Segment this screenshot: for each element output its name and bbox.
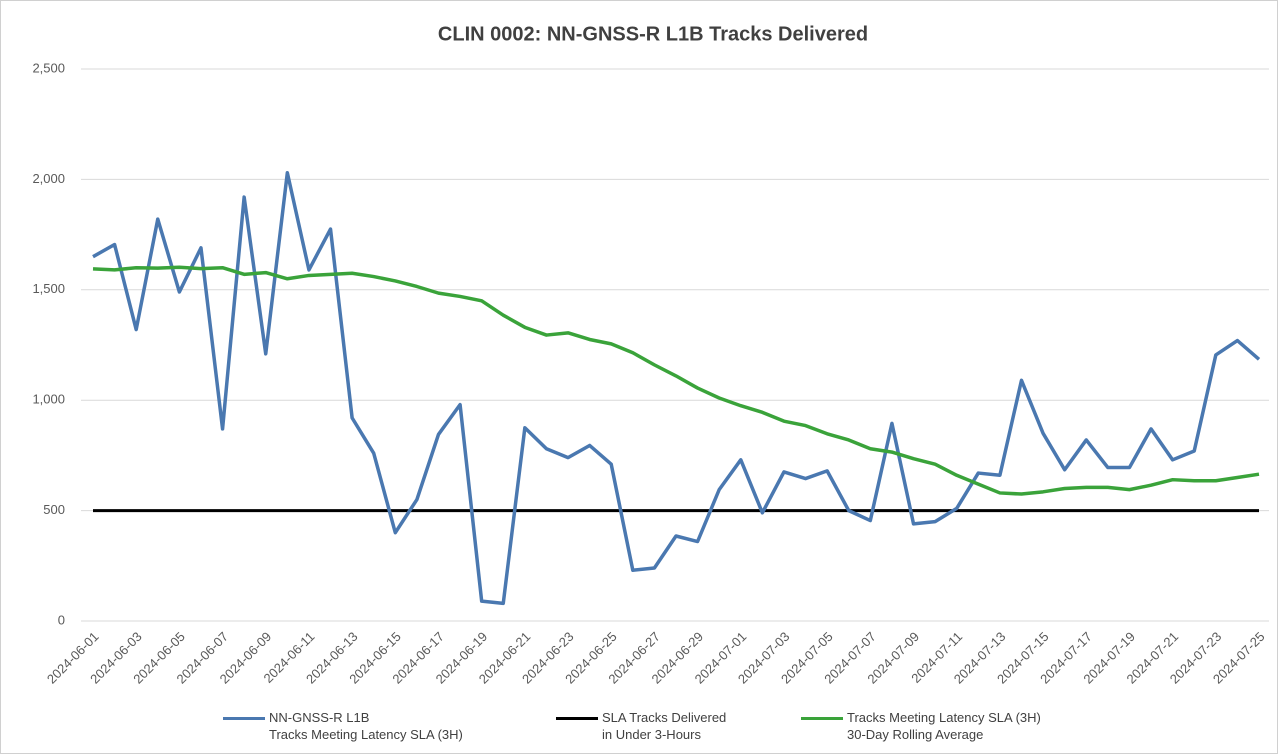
legend-swatch [556,717,598,720]
y-tick-label: 0 [58,612,65,627]
y-tick-label: 1,500 [32,281,65,296]
legend-entry: SLA Tracks Delivered in Under 3-Hours [556,709,726,743]
y-tick-label: 2,000 [32,171,65,186]
y-tick-label: 1,000 [32,392,65,407]
y-tick-label: 500 [43,502,65,517]
legend: NN-GNSS-R L1B Tracks Meeting Latency SLA… [1,709,1277,749]
series-line [92,171,1261,606]
chart-title: CLIN 0002: NN-GNSS-R L1B Tracks Delivere… [438,23,868,45]
legend-swatch [801,717,843,720]
legend-entry: Tracks Meeting Latency SLA (3H) 30-Day R… [801,709,1041,743]
legend-label: NN-GNSS-R L1B Tracks Meeting Latency SLA… [269,710,463,742]
series-line [92,265,1260,496]
legend-swatch [223,717,265,720]
y-tick-label: 2,500 [32,60,65,75]
legend-label: Tracks Meeting Latency SLA (3H) 30-Day R… [847,710,1041,742]
chart: CLIN 0002: NN-GNSS-R L1B Tracks Delivere… [32,23,1269,687]
legend-label: SLA Tracks Delivered in Under 3-Hours [602,710,727,742]
legend-entry: NN-GNSS-R L1B Tracks Meeting Latency SLA… [223,709,463,743]
